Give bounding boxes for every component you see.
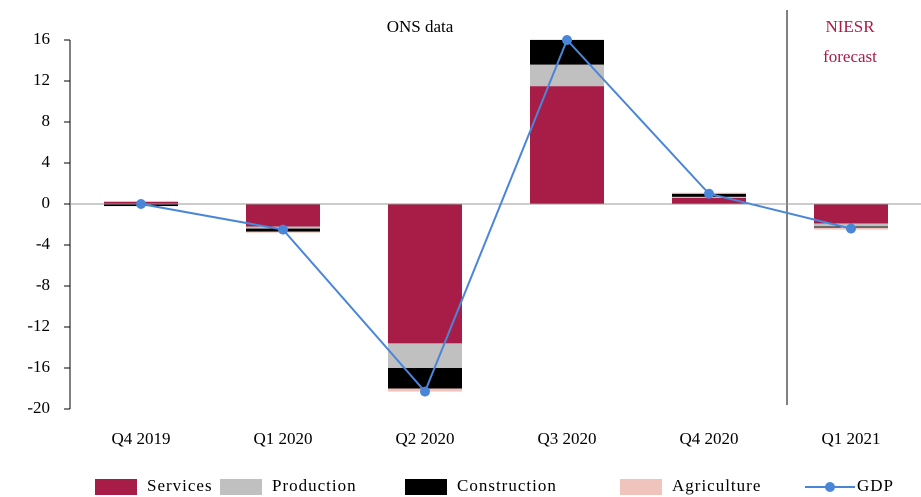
x-tick-label: Q2 2020 [395,429,454,448]
legend-label: Agriculture [672,476,761,495]
legend-label: Construction [457,476,557,495]
x-tick-label: Q1 2020 [253,429,312,448]
y-tick-label: -20 [27,398,50,417]
bar [246,204,320,227]
x-tick-label: Q4 2020 [679,429,738,448]
legend-label: Production [272,476,357,495]
bar [530,86,604,204]
y-tick-label: 0 [42,193,51,212]
y-tick-label: -4 [36,234,51,253]
x-tick-label: Q1 2021 [821,429,880,448]
legend-swatch [95,479,137,495]
y-tick-label: 4 [42,152,51,171]
point [562,35,572,45]
x-tick-label: Q3 2020 [537,429,596,448]
bar [388,368,462,389]
annotation: NIESR [825,17,875,36]
bar [672,197,746,204]
y-tick-label: 8 [42,111,51,130]
point [846,223,856,234]
annotation: ONS data [387,17,454,36]
y-tick-label: -16 [27,357,50,376]
legend-swatch [620,479,662,495]
annotation: forecast [823,47,877,66]
legend-swatch [825,482,835,492]
point [278,224,288,235]
legend-label: GDP [857,476,894,495]
bar [814,204,888,224]
y-tick-label: 12 [33,70,50,89]
point [420,386,430,397]
bar [388,343,462,368]
legend-swatch [405,479,447,495]
y-tick-label: -12 [27,316,50,335]
bar [388,204,462,344]
legend-swatch [220,479,262,495]
line [140,38,852,394]
y-tick-label: 16 [33,29,50,48]
bar [530,64,604,87]
y-tick-label: -8 [36,275,50,294]
point [136,199,146,209]
point [704,188,714,199]
x-tick-label: Q4 2019 [111,429,170,448]
legend-label: Services [147,476,213,495]
